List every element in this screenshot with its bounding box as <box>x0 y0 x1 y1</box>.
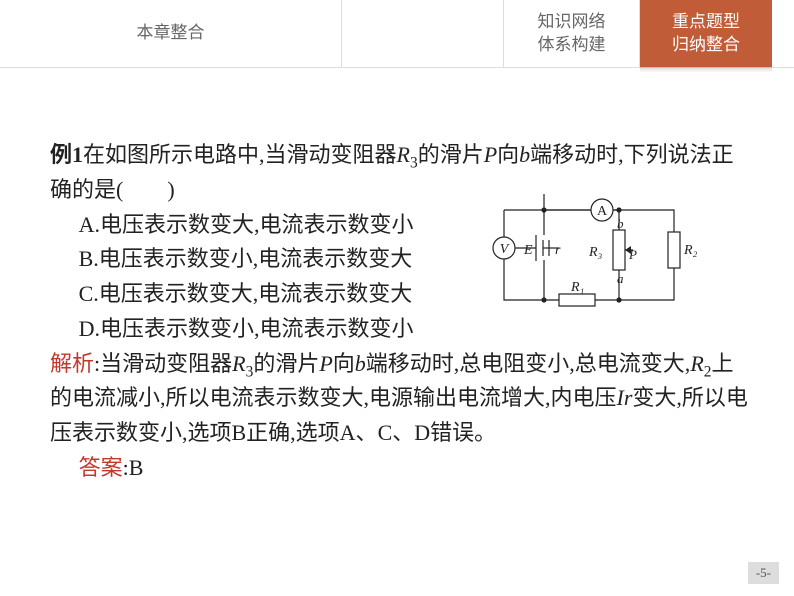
voltmeter-label: V <box>500 242 510 257</box>
header-line: 体系构建 <box>538 35 606 54</box>
var-b: b <box>355 351 366 376</box>
answer-label: 答案 <box>79 455 123 480</box>
answer-value: B <box>129 455 144 480</box>
label-R3: R₃ <box>588 245 603 260</box>
header-cell-chapter[interactable]: 本章整合 <box>0 0 342 67</box>
label-R2: R₂ <box>683 243 698 258</box>
var-P: P <box>319 351 332 376</box>
stem-text: 的滑片 <box>418 142 484 167</box>
header-cell-network[interactable]: 知识网络 体系构建 <box>504 0 640 67</box>
label-b: b <box>617 216 624 231</box>
header-line: 知识网络 <box>538 12 606 31</box>
header-line: 归纳整合 <box>672 35 740 54</box>
exp-text: 的滑片 <box>253 351 319 376</box>
header-line: 重点题型 <box>672 12 740 31</box>
var-R3: R <box>232 351 245 376</box>
label-r: r <box>555 243 561 258</box>
label-a: a <box>617 271 624 286</box>
explanation-block: 解析:当滑动变阻器R3的滑片P向b端移动时,总电阻变小,总电流变大,R2上的电流… <box>50 347 754 451</box>
stem-text: 在如图所示电路中,当滑动变阻器 <box>83 142 397 167</box>
exp-text: 端移动时,总电阻变小,总电流变大, <box>366 351 691 376</box>
label-R1: R₁ <box>570 280 584 295</box>
var-R3-sub: 3 <box>410 154 418 171</box>
header-cell-blank <box>342 0 504 67</box>
stem-text: 向 <box>497 142 519 167</box>
exp-text: 向 <box>333 351 355 376</box>
answer-block: 答案:B <box>50 451 754 486</box>
header-cell-end <box>772 0 794 67</box>
var-Ir: Ir <box>617 385 633 410</box>
var-b: b <box>519 142 530 167</box>
problem-block: 例1在如图所示电路中,当滑动变阻器R3的滑片P向b端移动时,下列说法正确的是( … <box>50 138 754 347</box>
var-R2: R <box>690 351 703 376</box>
label-P: P <box>628 247 637 262</box>
content: 例1在如图所示电路中,当滑动变阻器R3的滑片P向b端移动时,下列说法正确的是( … <box>0 68 794 486</box>
exp-text: 当滑动变阻器 <box>100 351 232 376</box>
page-number: -5- <box>748 562 779 584</box>
circuit-diagram: V A b P a <box>489 180 699 320</box>
header-cell-active[interactable]: 重点题型 归纳整合 <box>640 0 772 67</box>
header: 本章整合 知识网络 体系构建 重点题型 归纳整合 <box>0 0 794 68</box>
explanation-label: 解析 <box>50 351 94 376</box>
var-R3: R <box>397 142 410 167</box>
ammeter-label: A <box>597 204 608 219</box>
example-label: 例1 <box>50 142 83 167</box>
var-P: P <box>484 142 497 167</box>
label-E: E <box>523 243 533 258</box>
